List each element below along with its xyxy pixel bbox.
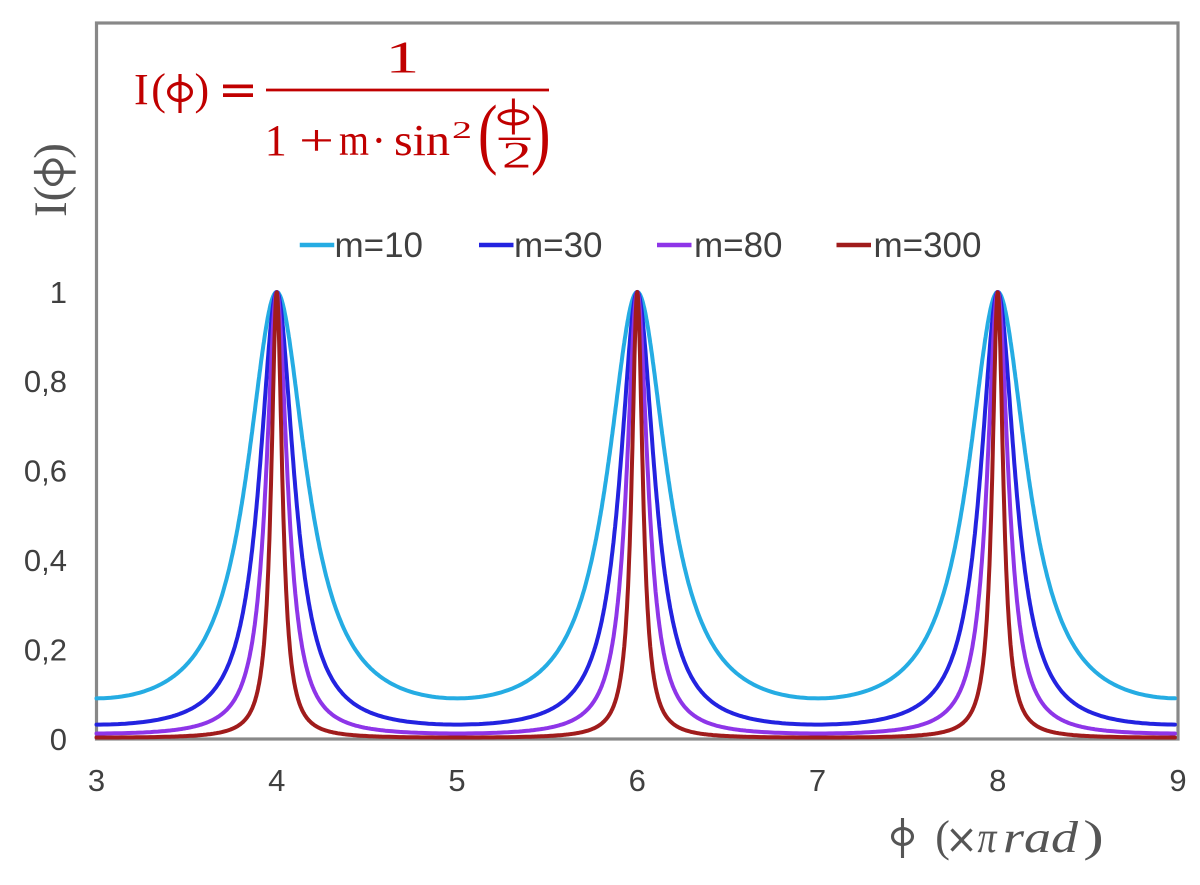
svg-text:π: π — [978, 813, 999, 862]
svg-text:I: I — [25, 201, 77, 217]
svg-text:6: 6 — [629, 763, 646, 798]
svg-text:0,4: 0,4 — [24, 543, 67, 578]
svg-text:8: 8 — [989, 763, 1006, 798]
svg-text:sin: sin — [394, 116, 450, 165]
svg-text:rad: rad — [1003, 813, 1079, 862]
svg-text:5: 5 — [448, 763, 465, 798]
svg-text:0,6: 0,6 — [24, 454, 67, 489]
svg-text:2: 2 — [452, 118, 472, 144]
svg-text:·: · — [372, 116, 387, 165]
svg-text:+: + — [299, 116, 334, 165]
svg-text:m=30: m=30 — [514, 226, 603, 265]
svg-text:(: ( — [25, 186, 77, 202]
svg-text:(: ( — [935, 812, 950, 861]
svg-text:): ) — [195, 65, 210, 114]
svg-text:0,8: 0,8 — [24, 364, 67, 399]
svg-text:0: 0 — [50, 722, 67, 757]
svg-text:): ) — [25, 143, 77, 159]
svg-text:4: 4 — [268, 763, 285, 798]
svg-text:0,2: 0,2 — [24, 632, 67, 667]
svg-text:1: 1 — [50, 275, 67, 310]
svg-text:(: ( — [151, 65, 166, 114]
svg-text:): ) — [531, 90, 550, 176]
svg-text:m: m — [339, 116, 369, 165]
svg-text:m=10: m=10 — [335, 226, 424, 265]
svg-text:1: 1 — [386, 33, 420, 83]
svg-text:9: 9 — [1169, 763, 1186, 798]
svg-text:I: I — [134, 65, 149, 114]
svg-text:3: 3 — [88, 763, 105, 798]
svg-text:m=80: m=80 — [694, 226, 783, 265]
svg-text:7: 7 — [809, 763, 826, 798]
svg-text:(: ( — [478, 90, 497, 176]
svg-text:): ) — [1083, 812, 1104, 861]
svg-text:m=300: m=300 — [874, 226, 982, 265]
svg-text:1: 1 — [265, 116, 287, 165]
svg-text:2: 2 — [502, 134, 532, 175]
